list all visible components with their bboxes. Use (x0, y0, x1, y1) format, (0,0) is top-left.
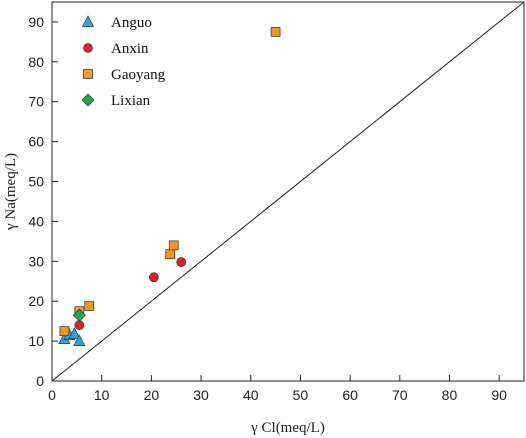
data-point-lixian (72, 308, 86, 322)
plot-frame (51, 1, 525, 382)
x-tick-label: 0 (48, 387, 56, 403)
y-tick-label: 30 (28, 253, 44, 269)
y-tick-label: 0 (36, 373, 44, 389)
y-tick-label: 40 (28, 213, 44, 229)
y-tick-label: 90 (28, 14, 44, 30)
x-tick-label: 40 (243, 387, 259, 403)
legend-marker-lixian (81, 93, 95, 107)
y-tick-label: 10 (28, 333, 44, 349)
y-tick-label: 80 (28, 54, 44, 70)
y-tick-label: 20 (28, 293, 44, 309)
data-points (58, 27, 281, 346)
x-tick-label: 90 (491, 387, 507, 403)
y-tick-label: 50 (28, 174, 44, 190)
x-tick-label: 70 (392, 387, 408, 403)
legend-marker-anxin (83, 43, 93, 53)
data-point-anguo (68, 327, 81, 339)
y-tick-label: 70 (28, 94, 44, 110)
x-tick-label: 20 (144, 387, 160, 403)
data-point-gaoyang (84, 301, 95, 311)
legend: Anguo Anxin Gaoyang Lixian (81, 15, 166, 109)
data-point-anguo (73, 334, 86, 346)
x-tick-label: 50 (293, 387, 309, 403)
data-point-anxin (176, 257, 187, 267)
data-point-gaoyang (59, 326, 70, 336)
data-point-anxin (74, 320, 85, 330)
x-axis-ticks: 0 10 20 30 40 50 60 70 80 90 (48, 375, 507, 403)
y-axis-ticks: 0 10 20 30 40 50 60 70 80 90 (28, 14, 58, 389)
legend-label-gaoyang: Gaoyang (111, 67, 166, 83)
legend-label-lixian: Lixian (111, 93, 151, 109)
y-tick-label: 60 (28, 134, 44, 150)
x-tick-label: 80 (442, 387, 458, 403)
legend-label-anguo: Anguo (111, 15, 152, 31)
data-point-gaoyang (270, 27, 281, 37)
legend-label-anxin: Anxin (111, 41, 149, 57)
legend-marker-gaoyang (83, 69, 93, 79)
x-axis-label: γ Cl(meq/L) (250, 420, 325, 436)
data-point-gaoyang (165, 249, 176, 259)
one-to-one-line (51, 1, 525, 382)
x-tick-label: 30 (193, 387, 209, 403)
x-tick-label: 60 (342, 387, 358, 403)
y-axis-label: γ Na(meq/L) (3, 153, 19, 231)
data-point-anxin (149, 272, 159, 283)
x-tick-label: 10 (94, 387, 110, 403)
data-point-gaoyang (168, 240, 179, 251)
legend-marker-anguo (81, 15, 95, 27)
